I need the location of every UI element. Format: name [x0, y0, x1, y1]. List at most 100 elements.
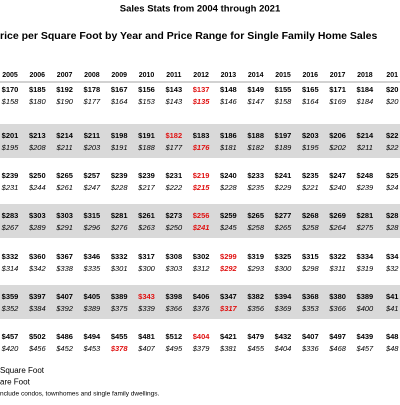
price-cell: $405	[84, 292, 101, 301]
price-cell: $367	[56, 252, 73, 261]
price-cell: $273	[165, 211, 182, 220]
price-cell: $277	[275, 211, 292, 220]
price-cell: $185	[29, 85, 46, 94]
price-cell: $404	[193, 332, 211, 341]
price-cell: $400	[356, 304, 375, 313]
price-cell: $195	[301, 143, 320, 152]
price-cell: $382	[247, 292, 264, 301]
price-cell: $339	[137, 304, 156, 313]
year-header: 2013	[221, 72, 237, 79]
price-cell: $235	[246, 183, 265, 192]
year-header: 2010	[139, 72, 155, 79]
price-cell: $512	[165, 332, 182, 341]
price-cell: $169	[328, 97, 347, 106]
price-cell: $177	[164, 143, 183, 152]
price-cell: $302	[193, 252, 210, 261]
price-cell: $231	[165, 171, 182, 180]
price-cell: $497	[329, 332, 346, 341]
price-cell: $300	[137, 264, 156, 273]
year-header: 201	[386, 72, 398, 79]
price-cell: $34	[386, 252, 399, 261]
price-cell: $171	[329, 85, 346, 94]
price-cell: $201	[2, 131, 19, 140]
price-cell: $192	[56, 85, 73, 94]
price-cell: $389	[111, 292, 128, 301]
price-cell: $479	[247, 332, 264, 341]
year-header: 2014	[248, 72, 264, 79]
price-cell: $206	[329, 131, 346, 140]
price-cell: $213	[29, 131, 46, 140]
price-cell: $378	[110, 344, 129, 353]
price-cell: $219	[193, 171, 210, 180]
price-cell: $135	[192, 97, 211, 106]
price-cell: $240	[328, 183, 347, 192]
price-cell: $494	[84, 332, 102, 341]
price-cell: $336	[301, 344, 320, 353]
row-shade	[0, 285, 400, 319]
price-cell: $239	[2, 171, 19, 180]
price-cell: $197	[275, 131, 292, 140]
price-cell: $394	[275, 292, 293, 301]
price-cell: $380	[329, 292, 346, 301]
price-cell: $184	[357, 85, 375, 94]
price-cell: $22	[386, 131, 399, 140]
price-cell: $189	[274, 143, 293, 152]
price-cell: $241	[192, 223, 210, 232]
price-cell: $48	[386, 332, 399, 341]
price-cell: $24	[385, 183, 399, 192]
price-cell: $332	[111, 252, 128, 261]
year-header: 2012	[193, 72, 209, 79]
price-cell: $263	[137, 223, 156, 232]
year-header: 2006	[30, 72, 46, 79]
price-cell: $183	[193, 131, 210, 140]
price-cell: $178	[84, 85, 101, 94]
price-cell: $300	[274, 264, 293, 273]
row-shade	[0, 204, 400, 238]
price-cell: $148	[220, 85, 237, 94]
price-cell: $257	[84, 171, 101, 180]
price-cell: $322	[329, 252, 346, 261]
footnote: Square Foot	[0, 366, 45, 375]
price-cell: $259	[220, 211, 237, 220]
year-header: 2017	[330, 72, 346, 79]
year-header: 2005	[2, 72, 18, 79]
price-cell: $233	[247, 171, 264, 180]
price-cell: $265	[274, 223, 293, 232]
year-header: 2018	[357, 72, 373, 79]
price-cell: $317	[138, 252, 155, 261]
price-cell: $359	[2, 292, 19, 301]
price-cell: $432	[275, 332, 292, 341]
price-cell: $291	[55, 223, 73, 232]
price-cell: $239	[356, 183, 375, 192]
price-cell: $221	[301, 183, 319, 192]
price-cell: $268	[302, 211, 319, 220]
price-cell: $184	[356, 97, 374, 106]
price-cell: $165	[302, 85, 319, 94]
year-header: 2007	[57, 72, 73, 79]
price-cell: $406	[193, 292, 210, 301]
price-cell: $267	[1, 223, 20, 232]
price-cell: $25	[386, 171, 399, 180]
price-cell: $156	[138, 85, 155, 94]
price-cell: $170	[2, 85, 19, 94]
price-cell: $217	[137, 183, 156, 192]
price-cell: $353	[301, 304, 320, 313]
year-header: 2011	[166, 72, 181, 79]
price-cell: $352	[1, 304, 20, 313]
price-cell: $392	[55, 304, 74, 313]
year-header: 2008	[84, 72, 100, 79]
price-cell: $41	[386, 292, 399, 301]
price-cell: $319	[356, 264, 375, 273]
price-cell: $247	[83, 183, 102, 192]
price-cell: $289	[28, 223, 47, 232]
price-cell: $343	[138, 292, 155, 301]
price-cell: $214	[56, 131, 74, 140]
price-cell: $379	[192, 344, 211, 353]
price-cell: $457	[2, 332, 19, 341]
price-cell: $158	[274, 97, 293, 106]
price-cell: $198	[111, 131, 128, 140]
price-cell: $208	[28, 143, 47, 152]
price-cell: $155	[275, 85, 292, 94]
price-cell: $281	[111, 211, 128, 220]
price-cell: $188	[247, 131, 264, 140]
